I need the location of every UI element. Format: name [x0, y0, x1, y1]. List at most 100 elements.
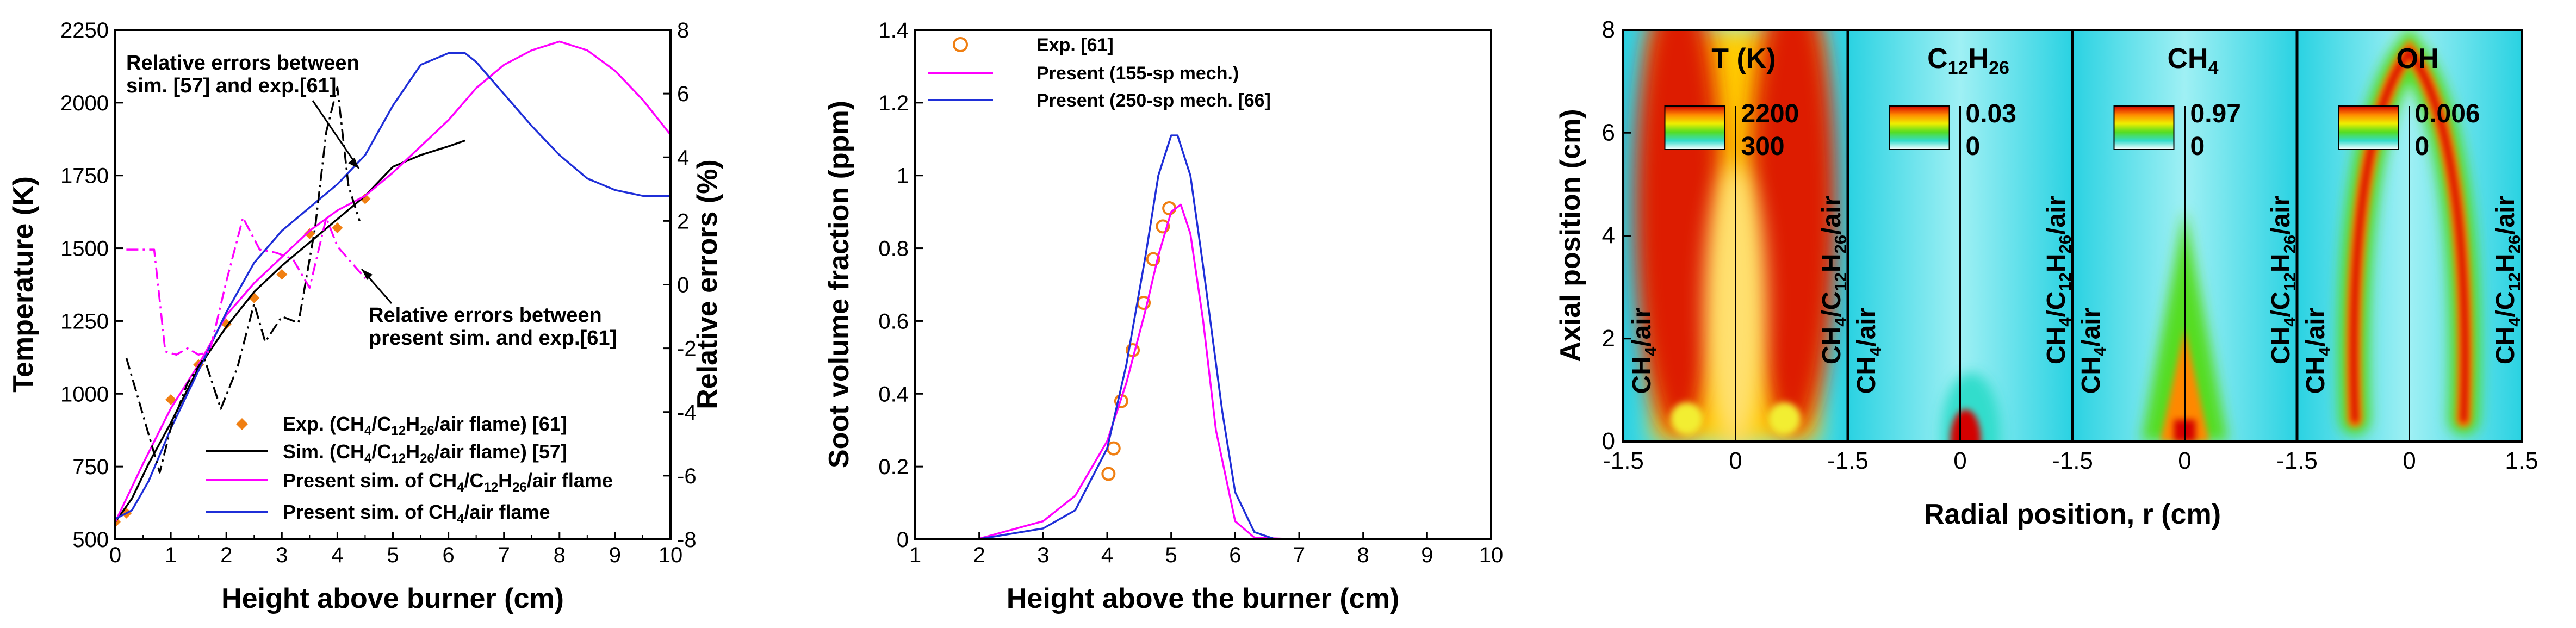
colorbar [2113, 105, 2175, 150]
legend-exp61-label: Exp. [61] [1036, 35, 1114, 55]
colorbar-min-label: 0 [2190, 132, 2205, 161]
colorbar-max-label: 0.97 [2190, 100, 2241, 128]
exp-data-point [332, 222, 343, 234]
y-tick-label: 1.4 [878, 18, 909, 42]
middle-ylabel: Soot volume fraction (ppm) [823, 101, 855, 468]
side-label-left: CH4/air [1852, 308, 1885, 394]
annotation-top-arrow [312, 100, 360, 169]
y-tick-label: 0.2 [878, 455, 909, 479]
x-tick-label: 0 [2178, 447, 2191, 474]
x-tick-label: 0 [1729, 447, 1742, 474]
legend-250sp-label: Present (250-sp mech. [66] [1036, 90, 1271, 111]
annotation-top-arrowhead [348, 158, 359, 169]
x-tick-label: -1.5 [1827, 447, 1869, 474]
exp-data-point [1156, 219, 1170, 234]
colorbar [1664, 105, 1725, 150]
exp-data-point [1146, 252, 1160, 266]
exp-data-point [359, 193, 371, 204]
y2-tick-label: 4 [677, 146, 689, 170]
x-tick-label: 7 [1293, 543, 1305, 567]
x-tick-label: -1.5 [2276, 447, 2318, 474]
x-tick-label: 0 [109, 543, 121, 567]
colorbar-min-label: 0 [1966, 132, 1981, 161]
y-tick-label: 1.2 [878, 91, 909, 115]
series-line-2 [115, 40, 671, 523]
annotation-bottom-line2: present sim. and exp.[61] [369, 327, 617, 350]
y-tick-label: 1500 [60, 237, 109, 261]
y-tick-label: 0.8 [878, 237, 909, 261]
exp-data-point [1162, 201, 1177, 215]
y2-tick-label: 2 [677, 209, 689, 233]
x-tick-label: 8 [554, 543, 566, 567]
y-tick-label: 1000 [60, 382, 109, 406]
x-tick-label: 5 [387, 543, 399, 567]
series-line-5 [126, 216, 366, 356]
legend-exp-marker [236, 418, 248, 430]
annotation-bottom-line1: Relative errors between [369, 304, 602, 327]
colorbar-max-label: 0.006 [2415, 100, 2480, 128]
x-tick-label: 1.5 [2505, 447, 2538, 474]
x-tick-label: 0 [2403, 447, 2416, 474]
x-tick-label: 4 [1101, 543, 1113, 567]
temperature-root-right [1768, 402, 1801, 435]
left-legend: Exp. (CH4/C12H26/air flame) [61] Sim. (C… [206, 413, 613, 526]
series-line-3 [115, 52, 671, 520]
right-xlabel: Radial position, r (cm) [1924, 499, 2221, 530]
x-tick-label: 6 [442, 543, 454, 567]
fuel-core [1950, 409, 1981, 442]
side-label-left: CH4/air [2077, 308, 2109, 394]
legend-sim57-label: Sim. (CH4/C12H26/air flame) [57] [283, 440, 567, 466]
x-tick-label: 9 [609, 543, 621, 567]
y-tick-label: 2250 [60, 18, 109, 42]
colorbar-min-label: 0 [2415, 132, 2430, 161]
legend-exp-label: Exp. (CH4/C12H26/air flame) [61] [283, 413, 567, 438]
y-tick-label: 8 [1602, 16, 1615, 43]
x-tick-label: -1.5 [1603, 447, 1644, 474]
legend-present-ch4-label: Present sim. of CH4/air flame [283, 501, 550, 526]
series-line-2 [915, 134, 1300, 539]
soot-chart: 1 2 3 4 5 6 7 8 9 10 0 0.2 0.4 0.6 0.8 1 1.2 1.4 Soot vol… [823, 18, 1503, 614]
exp-data-point [1106, 441, 1121, 456]
series-line-1 [915, 203, 1300, 539]
y-tick-label: 0.4 [878, 382, 909, 406]
left-ylabel: Temperature (K) [8, 176, 39, 393]
y2-tick-label: -2 [677, 337, 697, 361]
right-ylabel: Axial position (cm) [1555, 109, 1586, 362]
colorbar [1889, 105, 1950, 150]
colorbar-min-label: 300 [1741, 132, 1785, 161]
middle-legend: Exp. [61] Present (155-sp mech.) Present… [928, 35, 1271, 111]
oh-inner [2350, 46, 2468, 423]
x-tick-label: 4 [331, 543, 343, 567]
exp-data-point [276, 269, 288, 280]
y-tick-label: 2000 [60, 91, 109, 115]
y-tick-label: 1250 [60, 309, 109, 333]
colorbar-max-label: 2200 [1741, 100, 1799, 128]
x-tick-label: 0 [1953, 447, 1966, 474]
legend-exp61-marker [953, 37, 968, 52]
x-tick-label: 10 [659, 543, 683, 567]
left-y2label: Relative errors (%) [692, 159, 723, 409]
exp-data-point [1101, 467, 1116, 481]
y2-tick-label: 8 [677, 18, 689, 42]
exp-data-point [304, 228, 315, 239]
y-tick-label: 1 [897, 164, 909, 188]
annotation-top-line1: Relative errors between [126, 52, 359, 74]
y-tick-label: 0 [1602, 428, 1615, 455]
x-tick-label: 8 [1357, 543, 1369, 567]
colorbar [2338, 105, 2399, 150]
middle-plot-frame [914, 29, 1492, 540]
side-label-left: CH4/air [2301, 308, 2334, 394]
side-label-left: CH4/air [1628, 308, 1660, 394]
y2-tick-label: 6 [677, 82, 689, 106]
annotation-bottom-arrowhead [362, 269, 373, 280]
y-tick-label: 0.6 [878, 309, 909, 333]
x-tick-label: 10 [1479, 543, 1504, 567]
legend-present-mix-label: Present sim. of CH4/C12H26/air flame [283, 469, 613, 495]
x-tick-label: 2 [973, 543, 985, 567]
middle-xlabel: Height above the burner (cm) [1007, 583, 1399, 614]
y-tick-label: 500 [72, 528, 109, 552]
temperature-root-left [1670, 402, 1703, 435]
y-tick-label: 2 [1602, 325, 1615, 352]
left-xlabel: Height above burner (cm) [221, 583, 564, 614]
